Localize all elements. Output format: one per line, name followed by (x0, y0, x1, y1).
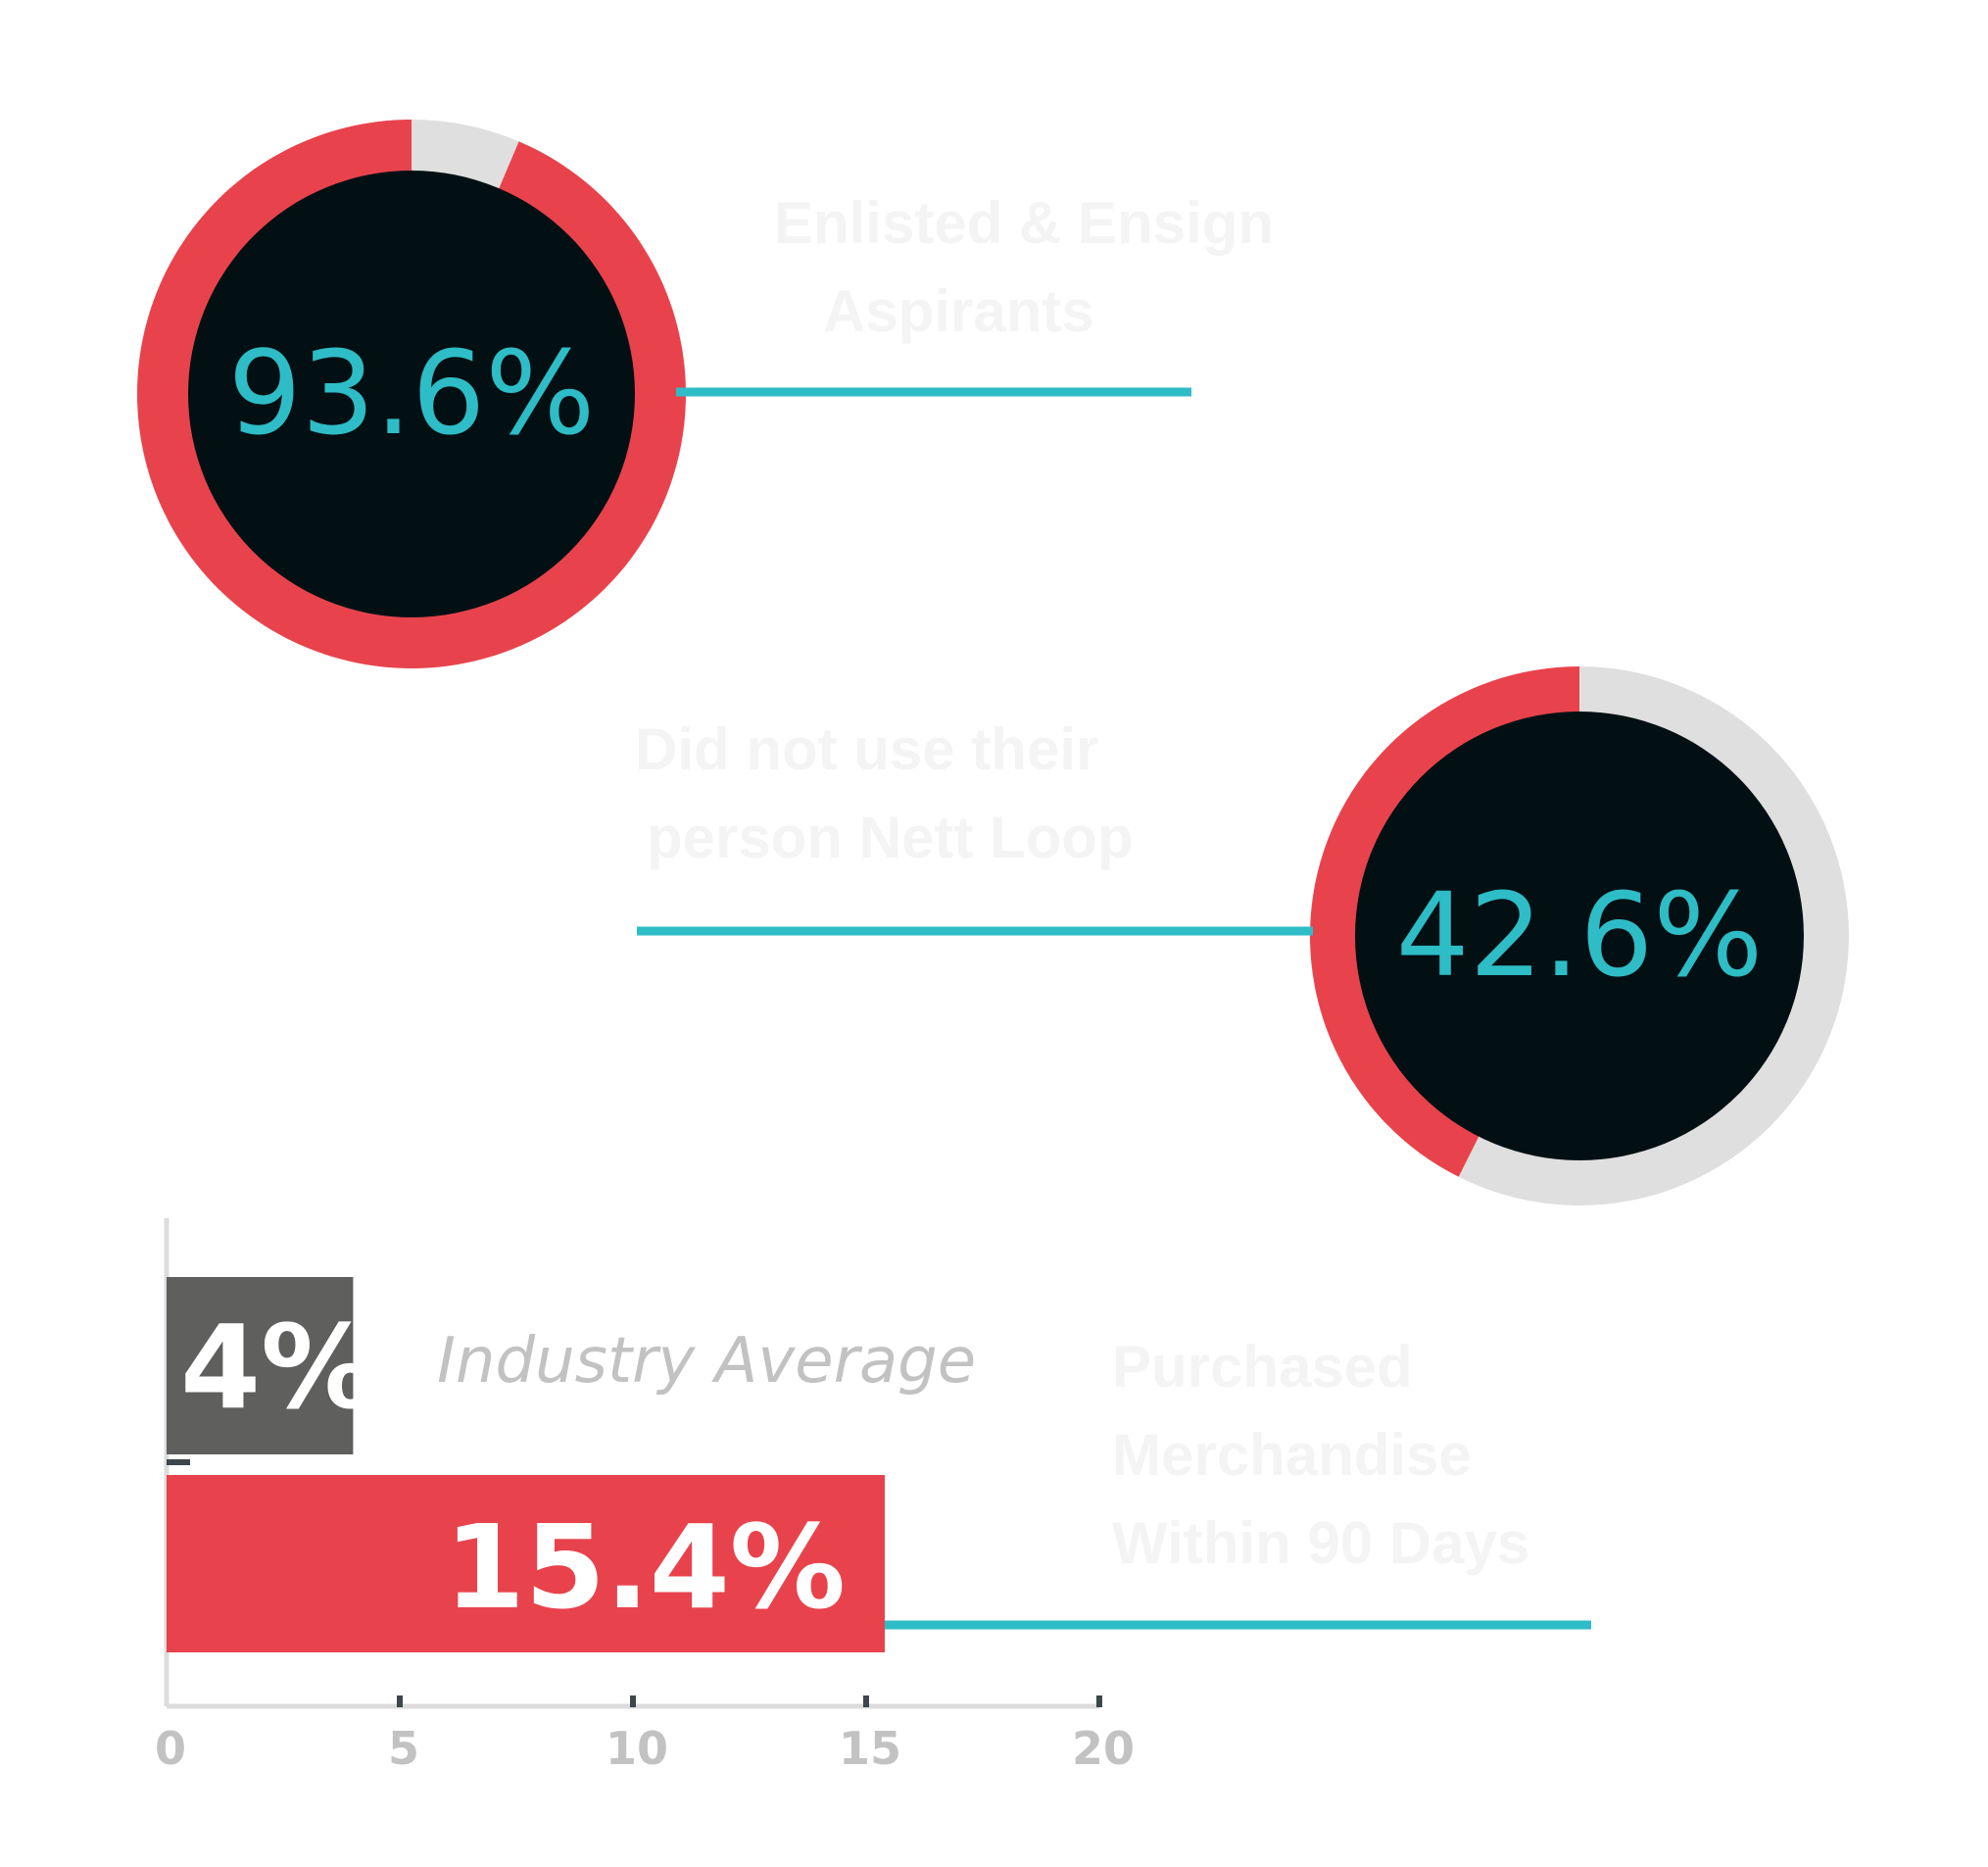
caption-two: Did not use their person Nett Loop (635, 716, 1134, 870)
caption-three-line-1: Purchased (1112, 1334, 1413, 1400)
caption-three-line-2: Merchandise (1112, 1422, 1472, 1488)
x-axis-ticks: 0 5 10 15 20 (155, 1695, 1135, 1775)
bar-industry-average (167, 1277, 354, 1454)
donut-chart-two: 42.6% (1310, 666, 1850, 1206)
x-tick-label: 0 (155, 1722, 186, 1775)
caption-one: Enlisted & Ensign Aspirants (774, 190, 1274, 344)
caption-three-line-3: Within 90 Days (1112, 1510, 1529, 1576)
donut-two-core (1355, 712, 1804, 1160)
bar-merchandise-label: 15.4% (445, 1499, 846, 1635)
donut-two-value-label: 42.6% (1396, 867, 1764, 1003)
x-tick-label: 20 (1072, 1722, 1135, 1775)
x-tick-label: 10 (606, 1722, 668, 1775)
x-tick-label: 5 (388, 1722, 419, 1775)
x-tick-label: 15 (839, 1722, 901, 1775)
caption-two-line-1: Did not use their (635, 716, 1098, 782)
caption-one-line-1: Enlisted & Ensign (774, 190, 1274, 256)
donut-one-value-label: 93.6% (228, 325, 596, 461)
donut-one-core (188, 171, 635, 617)
industry-average-annotation: Industry Average (437, 1325, 976, 1398)
caption-two-line-2: person Nett Loop (647, 805, 1134, 870)
bar-chart: 0 5 10 15 20 4% Industry Average 15.4% (155, 1218, 1135, 1775)
bar-merchandise (167, 1475, 886, 1652)
bar-industry-average-label: 4% (180, 1300, 376, 1435)
donut-chart-one: 93.6% (136, 120, 686, 668)
caption-three: Purchased Merchandise Within 90 Days (1112, 1334, 1529, 1576)
caption-one-line-2: Aspirants (823, 278, 1094, 344)
